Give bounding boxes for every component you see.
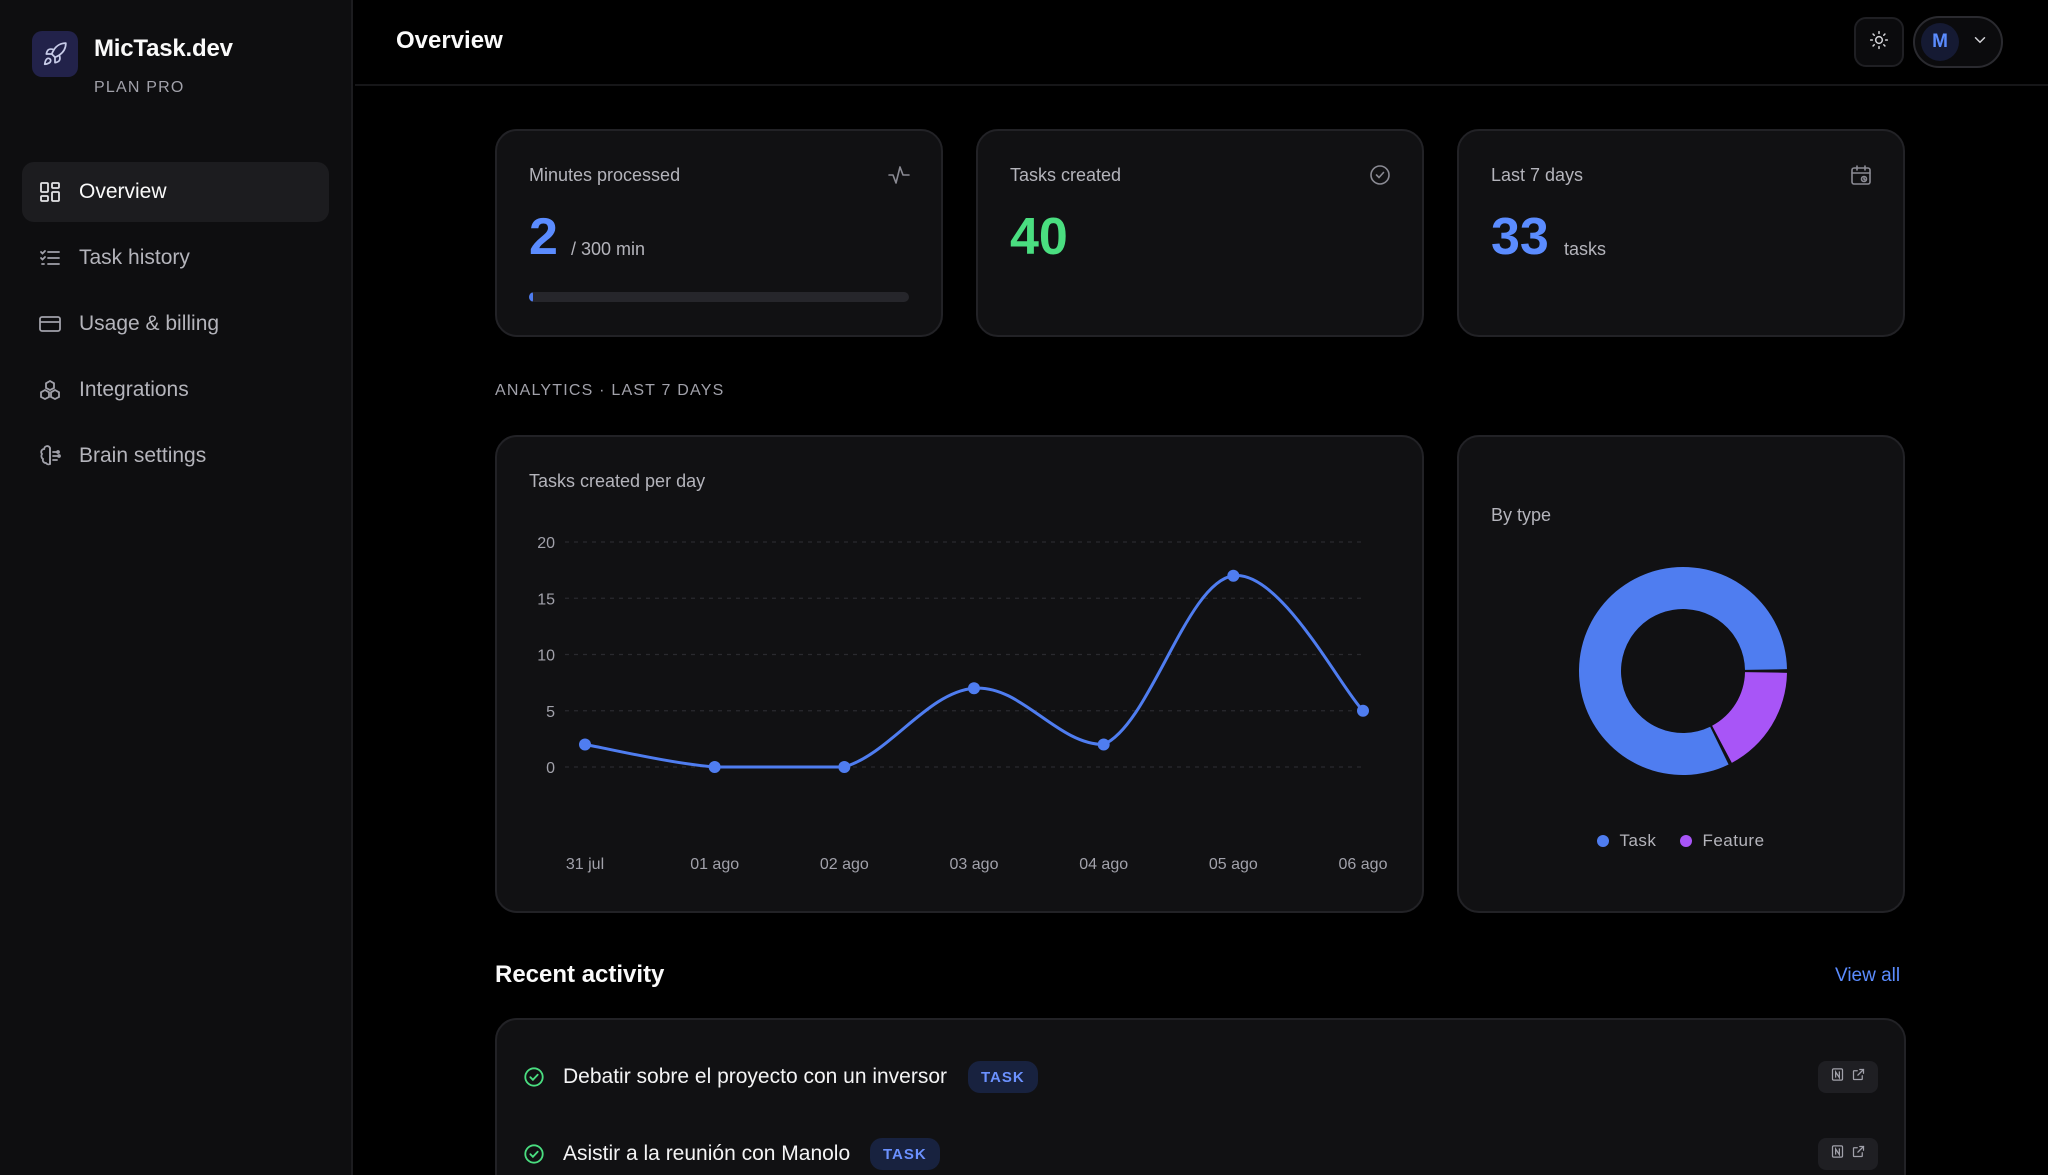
data-point [968,682,980,695]
calendar-icon [1849,163,1873,187]
tasks-created-value: 40 [1010,208,1068,266]
last-7-days-value: 33 [1491,208,1549,266]
y-tick-label: 5 [546,704,555,721]
sidebar-item-label: Brain settings [79,444,207,467]
stat-label: Tasks created [1010,165,1122,185]
donut-chart [1579,567,1787,775]
page-title: Overview [396,27,503,54]
recent-activity-list: Debatir sobre el proyecto con un inverso… [495,1018,1906,1175]
open-external-button[interactable] [1818,1061,1878,1093]
tasks-per-day-chart-card: Tasks created per day 0 5 10 15 20 31 jul 01 a… [495,435,1424,913]
activity-icon [887,163,911,187]
y-tick-label: 10 [537,648,555,665]
notion-icon [1830,1144,1845,1164]
open-external-button[interactable] [1818,1138,1878,1170]
chart-legend: Task Feature [1459,831,1903,851]
x-tick-label: 01 ago [690,856,739,873]
sidebar-item-usage-billing[interactable]: Usage & billing [22,294,329,354]
rocket-icon [32,31,78,77]
legend-label: Task [1619,831,1657,850]
y-tick-label: 20 [537,535,555,552]
data-point [1097,738,1110,751]
checklist-icon [38,246,62,270]
activity-title: Debatir sobre el proyecto con un inverso… [563,1065,948,1088]
notion-icon [1830,1067,1845,1087]
x-tick-label: 04 ago [1079,856,1128,873]
stat-label: Last 7 days [1491,165,1584,185]
y-tick-label: 15 [537,591,555,608]
last-7-days-card: Last 7 days 33 tasks [1457,129,1905,337]
chevron-down-icon [1971,31,1989,54]
line-chart: 0 5 10 15 20 31 jul 01 ago 02 ago 03 ago 04 ago 05… [537,535,1388,873]
x-tick-label: 05 ago [1209,856,1258,873]
check-circle-icon [523,1143,545,1165]
sidebar-item-label: Usage & billing [79,312,220,335]
data-point [579,738,591,751]
chart-title: By type [1491,505,1552,525]
top-bar: Overview M [355,0,2048,86]
sidebar-item-label: Integrations [79,378,189,401]
external-link-icon [1851,1067,1866,1087]
data-point [1357,704,1369,717]
data-point [1227,569,1240,582]
type-badge: TASK [968,1061,1038,1093]
legend-dot [1680,835,1693,847]
progress-fill [529,292,533,302]
stat-label: Minutes processed [529,165,681,185]
legend-label: Feature [1702,831,1765,850]
pie-slice-task [1579,567,1787,775]
sidebar-item-overview[interactable]: Overview [22,162,329,222]
user-menu-button[interactable]: M [1913,16,2003,68]
check-circle-icon [1368,163,1392,187]
external-link-icon [1851,1144,1866,1164]
sidebar-item-task-history[interactable]: Task history [22,228,329,288]
sidebar-item-brain-settings[interactable]: Brain settings [22,426,329,486]
list-item[interactable]: Asistir a la reunión con Manolo TASK [497,1127,1904,1175]
data-point [708,761,721,773]
recent-activity-heading: Recent activity [495,961,665,988]
by-type-chart-card: By type Task Feature [1457,435,1905,913]
dashboard-grid-icon [38,180,62,204]
credit-card-icon [38,312,62,336]
x-tick-label: 03 ago [950,856,999,873]
avatar: M [1921,23,1959,61]
list-item[interactable]: Debatir sobre el proyecto con un inverso… [497,1050,1904,1104]
series-line [584,574,1365,769]
last-7-days-unit: tasks [1564,239,1607,259]
x-tick-label: 02 ago [820,856,869,873]
minutes-value: 2 [529,208,558,266]
chart-title: Tasks created per day [529,471,706,491]
brand-name: MicTask.dev [94,35,233,62]
theme-toggle-button[interactable] [1854,17,1904,67]
sidebar-item-label: Overview [79,180,167,203]
sidebar-item-integrations[interactable]: Integrations [22,360,329,420]
sidebar: MicTask.dev PLAN PRO Overview Task histo… [0,0,353,1175]
legend-item-task: Task [1597,831,1656,851]
plan-label: PLAN PRO [94,79,185,96]
minutes-unit: / 300 min [571,239,646,259]
activity-title: Asistir a la reunión con Manolo [563,1142,851,1165]
x-tick-label: 31 jul [566,856,604,873]
sidebar-item-label: Task history [79,246,190,269]
minutes-progress-bar [529,292,909,302]
sidebar-nav: Overview Task history Usage & billing In… [22,162,329,492]
check-circle-icon [523,1066,545,1088]
legend-item-feature: Feature [1680,831,1764,851]
legend-dot [1597,835,1610,847]
view-all-link[interactable]: View all [1835,965,1901,986]
y-tick-label: 0 [546,760,555,777]
brand[interactable]: MicTask.dev PLAN PRO [32,31,233,97]
sun-icon [1869,30,1889,55]
minutes-processed-card: Minutes processed 2 / 300 min [495,129,943,337]
brain-icon [38,444,62,468]
pie-slice-feature [1712,672,1787,763]
type-badge: TASK [870,1138,940,1170]
tasks-created-card: Tasks created 40 [976,129,1424,337]
analytics-section-label: ANALYTICS · LAST 7 DAYS [495,382,725,399]
data-point [838,761,851,773]
x-tick-label: 06 ago [1339,856,1388,873]
integrations-icon [38,378,62,402]
